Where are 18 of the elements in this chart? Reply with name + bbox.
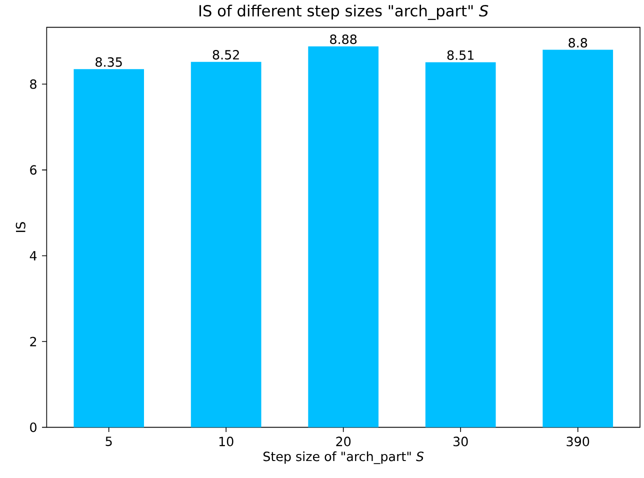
x-tick-label: 20 <box>336 436 351 446</box>
x-tick-label: 390 <box>566 436 590 446</box>
data-label: 8.35 <box>96 57 122 67</box>
y-tick-label: 6 <box>30 165 36 175</box>
chart-title: IS of different step sizes "arch_part" S <box>199 4 488 20</box>
y-tick-label: 0 <box>30 422 36 432</box>
y-axis-title: IS <box>16 222 26 232</box>
y-tick-label: 4 <box>30 251 37 260</box>
data-label: 8.8 <box>568 38 588 48</box>
x-tick-label: 10 <box>219 436 234 446</box>
data-label: 8.52 <box>212 50 239 60</box>
data-label: 8.88 <box>330 34 357 44</box>
data-label: 8.51 <box>447 50 474 60</box>
x-tick-label: 30 <box>454 436 468 446</box>
x-tick-label: 5 <box>106 436 112 446</box>
y-tick-label: 8 <box>30 79 36 89</box>
y-tick-label: 2 <box>30 336 36 346</box>
x-axis-title: Step size of "arch_part" S <box>263 451 424 464</box>
